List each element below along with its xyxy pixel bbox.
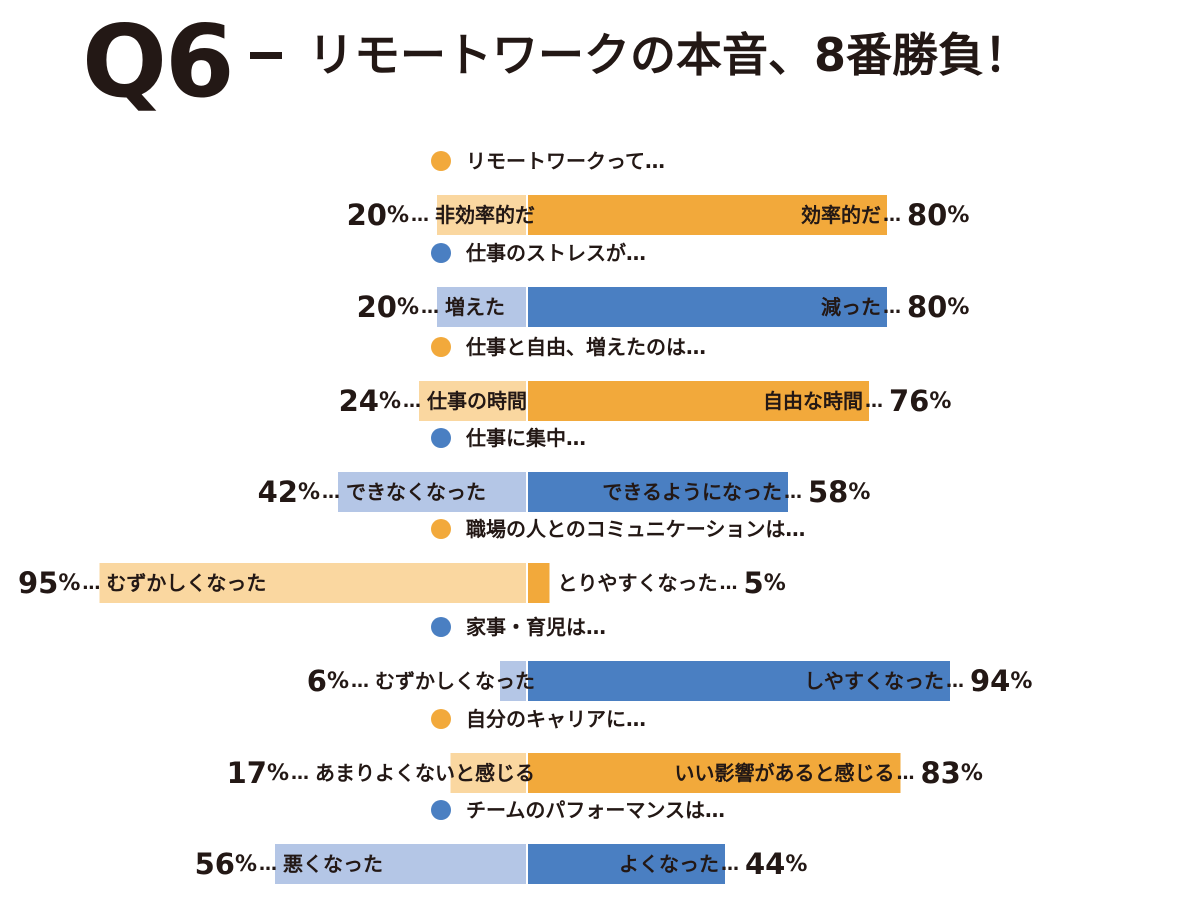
right-answer: 減った… 80% [821,290,969,324]
right-answer: いい影響があると感じる… 83% [675,756,983,790]
bar-right [527,472,788,512]
question-label: 自分のキャリアに… [466,707,646,731]
bar-right [527,381,869,421]
right-answer: 自由な時間… 76% [763,384,951,418]
question-bullet-dot [431,800,451,820]
right-answer: よくなった… 44% [619,847,807,881]
left-answer: 56%… 悪くなった [195,847,383,881]
bar-left [437,195,527,235]
bar-right [527,563,550,603]
question-label: 仕事のストレスが… [465,241,646,265]
bar-left [99,563,527,603]
right-answer: しやすくなった… 94% [804,664,1032,698]
question-label: 職場の人とのコミュニケーションは… [466,517,805,541]
question-bullet-dot [431,519,451,539]
question-bullet-dot [431,243,451,263]
bar-left [450,753,527,793]
question-label: チームのパフォーマンスは… [466,798,725,822]
left-answer: 6%… むずかしくなった [307,664,535,698]
right-answer: 効率的だ… 80% [801,198,969,232]
question-bullet-dot [431,151,451,171]
question-bullet-dot [431,428,451,448]
left-answer: 20%… 増えた [357,290,505,324]
title-dash [250,52,282,59]
bar-right [527,753,901,793]
question-bullet-dot [431,337,451,357]
page-title: リモートワークの本音、8番勝負！ [308,28,1031,82]
bar-left [419,381,527,421]
bar-left [275,844,527,884]
question-label: 仕事に集中… [465,426,586,450]
question-label: 家事・育児は… [466,615,606,639]
bar-right [527,661,950,701]
title-q-number: Q6 [82,3,235,120]
left-answer: 17%… あまりよくないと感じる [227,756,535,790]
left-answer: 95%… むずかしくなった [18,566,266,600]
question-label: リモートワークって… [466,149,665,173]
bar-right [527,844,725,884]
question-bullet-dot [431,709,451,729]
bar-left [500,661,527,701]
bar-right [527,287,887,327]
right-answer: できるようになった… 58% [602,475,870,509]
bar-left [338,472,527,512]
right-answer: とりやすくなった… 5% [558,566,786,600]
question-bullet-dot [431,617,451,637]
left-answer: 42%… できなくなった [258,475,486,509]
left-answer: 24%… 仕事の時間 [339,384,527,418]
question-label: 仕事と自由、増えたのは… [465,335,706,359]
left-answer: 20%… 非効率的だ [347,198,535,232]
bar-left [437,287,527,327]
bar-right [527,195,887,235]
